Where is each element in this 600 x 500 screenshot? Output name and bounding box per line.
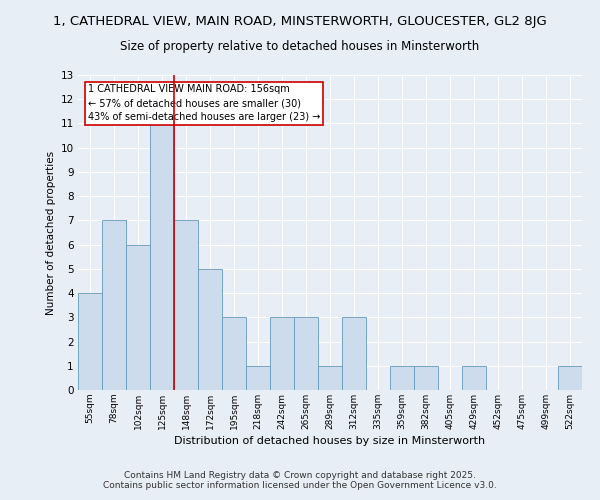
Bar	[126, 244, 150, 390]
Bar	[222, 318, 246, 390]
Bar	[414, 366, 438, 390]
Text: 1 CATHEDRAL VIEW MAIN ROAD: 156sqm
← 57% of detached houses are smaller (30)
43%: 1 CATHEDRAL VIEW MAIN ROAD: 156sqm ← 57%…	[88, 84, 320, 122]
Bar	[342, 318, 366, 390]
Bar	[318, 366, 342, 390]
Bar	[150, 124, 174, 390]
X-axis label: Distribution of detached houses by size in Minsterworth: Distribution of detached houses by size …	[175, 436, 485, 446]
Text: Size of property relative to detached houses in Minsterworth: Size of property relative to detached ho…	[121, 40, 479, 53]
Bar	[294, 318, 318, 390]
Bar	[102, 220, 126, 390]
Bar	[246, 366, 270, 390]
Bar	[78, 293, 102, 390]
Bar	[174, 220, 198, 390]
Y-axis label: Number of detached properties: Number of detached properties	[46, 150, 56, 314]
Bar	[270, 318, 294, 390]
Bar	[390, 366, 414, 390]
Bar	[198, 269, 222, 390]
Bar	[558, 366, 582, 390]
Text: Contains HM Land Registry data © Crown copyright and database right 2025.
Contai: Contains HM Land Registry data © Crown c…	[103, 470, 497, 490]
Bar	[462, 366, 486, 390]
Text: 1, CATHEDRAL VIEW, MAIN ROAD, MINSTERWORTH, GLOUCESTER, GL2 8JG: 1, CATHEDRAL VIEW, MAIN ROAD, MINSTERWOR…	[53, 15, 547, 28]
